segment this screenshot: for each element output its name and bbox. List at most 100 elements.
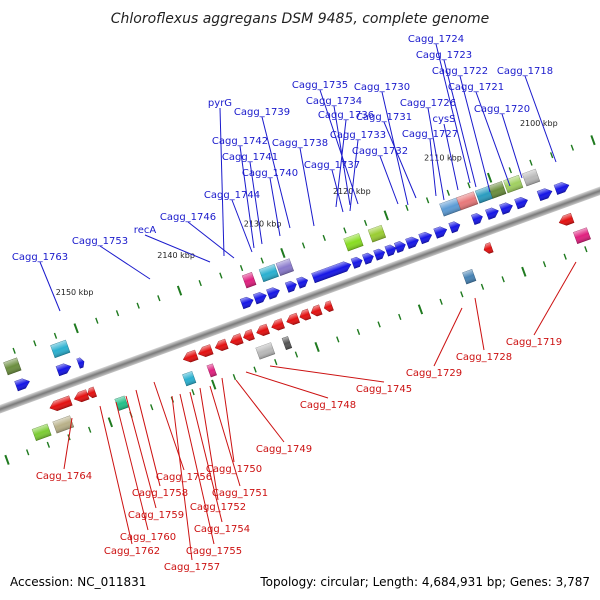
forward-block — [521, 168, 541, 187]
leader-line-reverse — [209, 385, 241, 487]
tick-mark — [198, 280, 202, 287]
gene-label-forward: Cagg_1738 — [272, 138, 328, 149]
leader-line-reverse — [269, 365, 385, 383]
leader-line-forward — [459, 75, 491, 193]
tick-mark — [336, 336, 340, 343]
leader-line-reverse — [179, 393, 215, 545]
tick-mark — [405, 204, 409, 211]
forward-gene — [239, 296, 254, 310]
reverse-gene — [87, 386, 98, 399]
leader-line-forward — [501, 113, 523, 179]
tick-mark — [446, 189, 450, 196]
forward-block — [439, 197, 462, 217]
leader-line-forward — [249, 161, 263, 245]
map-title: Chloroflexus aggregans DSM 9485, complet… — [111, 11, 490, 27]
leader-line-forward — [443, 123, 459, 191]
tick-mark — [398, 313, 402, 320]
forward-block — [343, 233, 364, 252]
tick-mark — [25, 449, 30, 456]
gene-label-reverse: Cagg_1754 — [194, 524, 250, 535]
tick-mark — [529, 159, 533, 166]
reverse-gene — [310, 304, 323, 317]
leader-line-forward — [349, 139, 359, 212]
tick-mark — [274, 358, 278, 366]
gene-label-forward: Cagg_1737 — [304, 160, 360, 171]
tick-mark — [377, 321, 381, 328]
forward-gene — [471, 213, 483, 225]
tick-mark — [363, 219, 368, 226]
gene-label-reverse: Cagg_1729 — [406, 368, 462, 379]
forward-block — [474, 185, 494, 204]
scale-label: 2150 kbp — [56, 288, 94, 297]
tick-mark — [383, 210, 389, 221]
accession-text: Accession: NC_011831 — [10, 575, 146, 589]
tick-mark — [157, 295, 161, 302]
gene-label-forward: Cagg_1724 — [408, 34, 464, 45]
leader-line-forward — [331, 169, 344, 213]
gene-label-forward: cysS — [433, 114, 456, 125]
forward-gene — [362, 252, 374, 265]
leader-line-forward — [443, 59, 477, 188]
forward-gene — [393, 241, 406, 254]
forward-gene — [284, 280, 297, 293]
leader-line-reverse — [125, 395, 157, 509]
tick-mark — [343, 227, 347, 234]
tick-mark — [549, 152, 554, 159]
leader-line-reverse — [189, 391, 223, 523]
tick-mark — [53, 332, 58, 339]
gene-label-reverse: Cagg_1764 — [36, 471, 92, 482]
reverse-block — [462, 269, 477, 285]
leader-line-forward — [319, 89, 359, 205]
reverse-gene — [483, 242, 494, 254]
leader-line-reverse — [115, 401, 149, 531]
reverse-gene — [214, 338, 229, 351]
gene-label-forward: Cagg_1734 — [306, 96, 362, 107]
tick-mark — [590, 135, 596, 146]
gene-labels: Cagg_1724 Cagg_1723 Cagg_1722 Cagg_1718 Cagg… — [12, 34, 562, 573]
tick-mark — [211, 379, 217, 390]
tick-mark — [570, 144, 575, 151]
forward-gene — [536, 188, 553, 202]
tick-marks — [4, 135, 596, 465]
gene-label-forward: Cagg_1721 — [448, 82, 504, 93]
leader-line-forward — [299, 147, 315, 227]
forward-block — [456, 191, 479, 211]
tick-mark — [425, 197, 430, 204]
reverse-gene — [286, 312, 300, 325]
forward-gene — [266, 287, 280, 300]
leader-line-forward — [379, 155, 399, 205]
gene-label-reverse: Cagg_1755 — [186, 546, 242, 557]
tick-mark — [115, 310, 120, 317]
leader-line-reverse — [99, 405, 133, 545]
leader-line-forward — [269, 177, 281, 237]
leader-line-reverse — [171, 395, 193, 561]
gene-label-forward: Cagg_1731 — [356, 112, 412, 123]
gene-label-forward: recA — [134, 225, 157, 236]
tick-mark — [501, 276, 505, 283]
tick-mark — [508, 167, 512, 174]
leader-line-forward — [524, 75, 557, 163]
reverse-gene — [197, 344, 214, 357]
forward-block — [367, 224, 387, 243]
tick-mark — [280, 247, 286, 259]
leader-line-reverse — [63, 417, 73, 470]
leader-line-reverse — [135, 389, 161, 487]
forward-gene — [418, 231, 433, 245]
forward-gene — [311, 261, 352, 284]
gene-label-forward: Cagg_1746 — [160, 212, 216, 223]
tick-mark — [33, 340, 37, 347]
gene-label-reverse: Cagg_1752 — [190, 502, 246, 513]
tick-mark — [107, 417, 114, 428]
tick-mark — [232, 374, 237, 381]
gene-label-forward: Cagg_1718 — [497, 66, 553, 77]
leader-line-forward — [427, 107, 445, 201]
genome-backbone — [0, 152, 600, 448]
reverse-gene — [299, 308, 312, 321]
gene-label-forward: Cagg_1723 — [416, 50, 472, 61]
leader-line-forward — [231, 199, 253, 253]
leader-line-forward — [383, 121, 417, 199]
reverse-gene — [73, 389, 90, 403]
leader-line-forward — [39, 261, 61, 312]
